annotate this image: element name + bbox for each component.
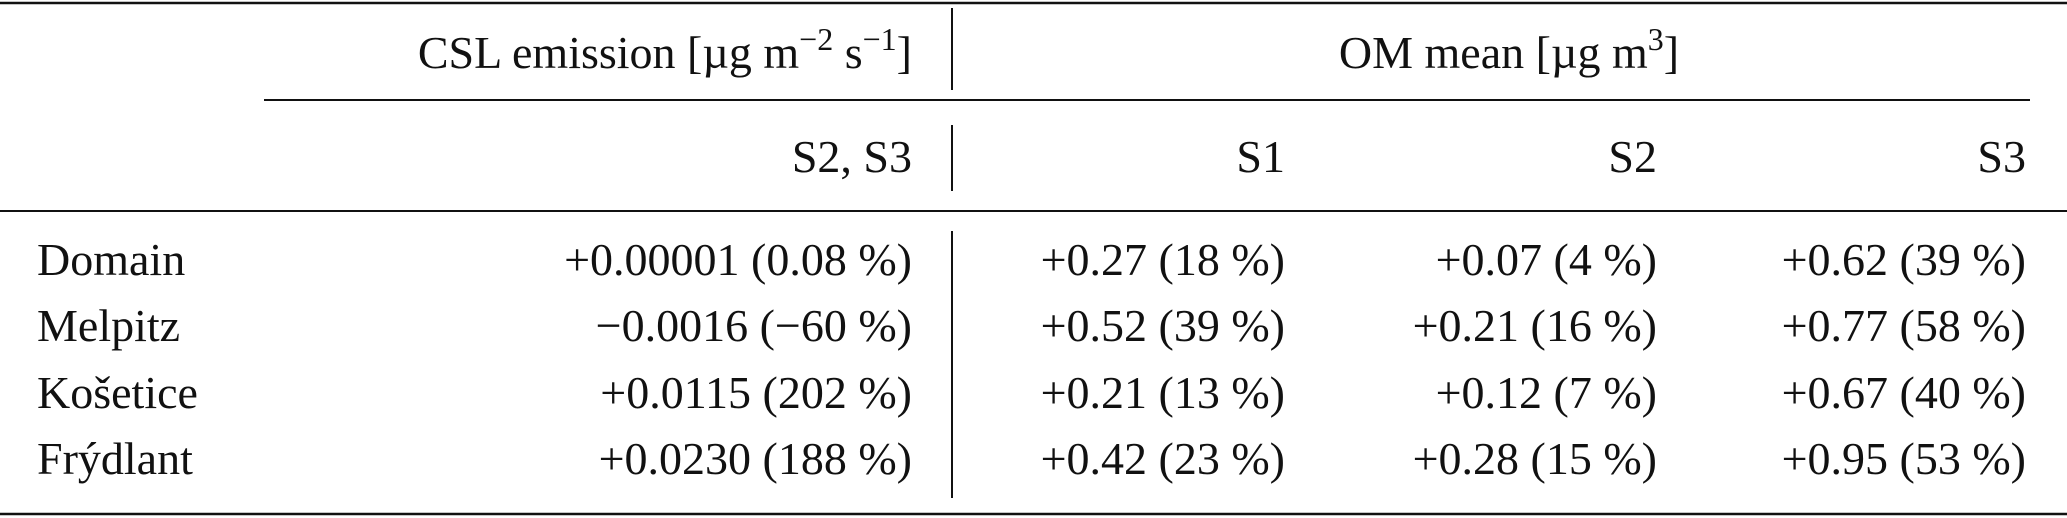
cell: +0.42 (23 %) bbox=[1041, 433, 1285, 484]
header-text: ] bbox=[897, 27, 912, 78]
cell: +0.00001 (0.08 %) bbox=[564, 234, 912, 285]
cell: −0.0016 (−60 %) bbox=[596, 300, 912, 351]
header-text: ] bbox=[1664, 27, 1679, 78]
row-label: Frýdlant bbox=[37, 433, 193, 484]
column-header: S2 bbox=[1608, 131, 1657, 182]
header-text: OM mean [µg m bbox=[1339, 27, 1648, 78]
column-header: S3 bbox=[1977, 131, 2026, 182]
header-text: CSL emission [µg m bbox=[418, 27, 800, 78]
header-text: s bbox=[833, 27, 862, 78]
cell: +0.21 (13 %) bbox=[1041, 367, 1285, 418]
cell: +0.52 (39 %) bbox=[1041, 300, 1285, 351]
superscript: 3 bbox=[1648, 21, 1664, 57]
row-label: Košetice bbox=[37, 367, 198, 418]
row-label: Domain bbox=[37, 234, 185, 285]
row-label: Melpitz bbox=[37, 300, 180, 351]
column-header: S1 bbox=[1236, 131, 1285, 182]
cell: +0.28 (15 %) bbox=[1413, 433, 1657, 484]
cell: +0.0230 (188 %) bbox=[599, 433, 912, 484]
superscript: −2 bbox=[799, 21, 833, 57]
cell: +0.77 (58 %) bbox=[1782, 300, 2026, 351]
cell: +0.95 (53 %) bbox=[1782, 433, 2026, 484]
group-header: OM mean [µg m3] bbox=[1339, 21, 1679, 78]
cell: +0.0115 (202 %) bbox=[600, 367, 912, 418]
cell: +0.27 (18 %) bbox=[1041, 234, 1285, 285]
group-header: CSL emission [µg m−2 s−1] bbox=[418, 21, 912, 78]
cell: +0.21 (16 %) bbox=[1413, 300, 1657, 351]
superscript: −1 bbox=[863, 21, 897, 57]
cell: +0.67 (40 %) bbox=[1782, 367, 2026, 418]
column-header: S2, S3 bbox=[792, 131, 912, 182]
cell: +0.12 (7 %) bbox=[1436, 367, 1657, 418]
cell: +0.07 (4 %) bbox=[1436, 234, 1657, 285]
cell: +0.62 (39 %) bbox=[1782, 234, 2026, 285]
